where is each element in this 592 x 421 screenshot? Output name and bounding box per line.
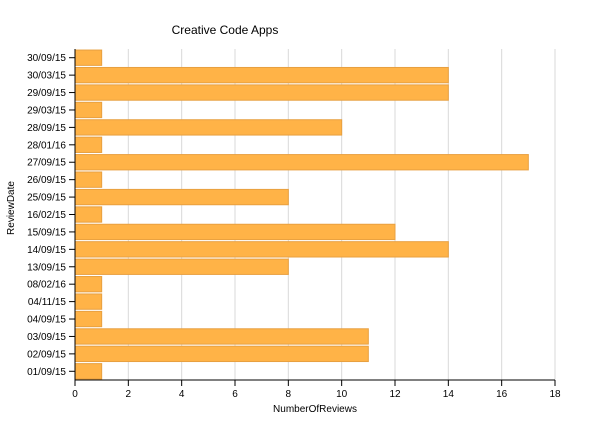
bar bbox=[74, 276, 103, 293]
y-tick-label: 04/09/15 bbox=[27, 315, 66, 326]
y-tick-label: 28/09/15 bbox=[27, 123, 66, 134]
bar bbox=[74, 84, 449, 101]
y-tick-label: 04/11/15 bbox=[28, 297, 67, 308]
y-tick-label: 13/09/15 bbox=[27, 262, 66, 273]
bar bbox=[74, 188, 289, 206]
x-tick-label: 16 bbox=[496, 389, 508, 400]
y-tick-label: 29/03/15 bbox=[27, 105, 66, 116]
x-tick-label: 8 bbox=[286, 389, 292, 400]
y-tick-label: 26/09/15 bbox=[27, 175, 66, 186]
bar bbox=[74, 101, 103, 119]
bar bbox=[74, 328, 369, 345]
bar bbox=[74, 310, 103, 328]
bar bbox=[74, 345, 369, 363]
y-axis: 30/09/15 30/03/15 29/09/15 29/03/15 28/09/15… bbox=[27, 49, 76, 380]
x-tick-label: 4 bbox=[179, 389, 185, 400]
y-tick-label: 28/01/16 bbox=[27, 140, 66, 151]
bar bbox=[74, 154, 529, 171]
y-tick-label: 01/09/15 bbox=[27, 367, 66, 378]
bar bbox=[74, 49, 103, 66]
x-tick-label: 14 bbox=[443, 389, 455, 400]
y-tick-label: 27/09/15 bbox=[27, 158, 66, 169]
bar bbox=[74, 258, 289, 275]
y-tick-label: 15/09/15 bbox=[27, 227, 66, 238]
y-tick-label: 25/09/15 bbox=[27, 193, 66, 204]
bar bbox=[74, 241, 449, 258]
y-tick-label: 02/09/15 bbox=[27, 349, 66, 360]
chart-title: Creative Code Apps bbox=[172, 23, 279, 37]
bar bbox=[74, 66, 449, 84]
y-tick-label: 30/03/15 bbox=[27, 71, 66, 82]
y-tick-label: 03/09/15 bbox=[27, 332, 66, 343]
x-tick-label: 2 bbox=[126, 389, 132, 400]
x-axis-title: NumberOfReviews bbox=[273, 404, 357, 415]
y-tick-label: 29/09/15 bbox=[27, 88, 66, 99]
x-tick-label: 10 bbox=[336, 389, 348, 400]
x-tick-label: 6 bbox=[232, 389, 238, 400]
bar bbox=[74, 171, 103, 188]
bar bbox=[74, 119, 343, 136]
y-tick-label: 14/09/15 bbox=[27, 245, 66, 256]
bar bbox=[74, 136, 103, 153]
x-tick-label: 18 bbox=[549, 389, 561, 400]
bar bbox=[74, 223, 396, 241]
bar bbox=[74, 363, 103, 380]
bar bbox=[74, 293, 103, 310]
y-axis-title: ReviewDate bbox=[6, 181, 17, 235]
bars bbox=[74, 49, 529, 380]
y-tick-label: 08/02/16 bbox=[27, 280, 66, 291]
grid-lines bbox=[127, 49, 556, 380]
y-tick-label: 16/02/15 bbox=[27, 210, 66, 221]
x-axis: 0 2 4 6 8 10 12 14 16 18 bbox=[72, 379, 561, 400]
bar bbox=[74, 206, 103, 223]
x-tick-label: 12 bbox=[389, 389, 401, 400]
y-tick-label: 30/09/15 bbox=[27, 53, 66, 64]
x-tick-label: 0 bbox=[72, 389, 78, 400]
